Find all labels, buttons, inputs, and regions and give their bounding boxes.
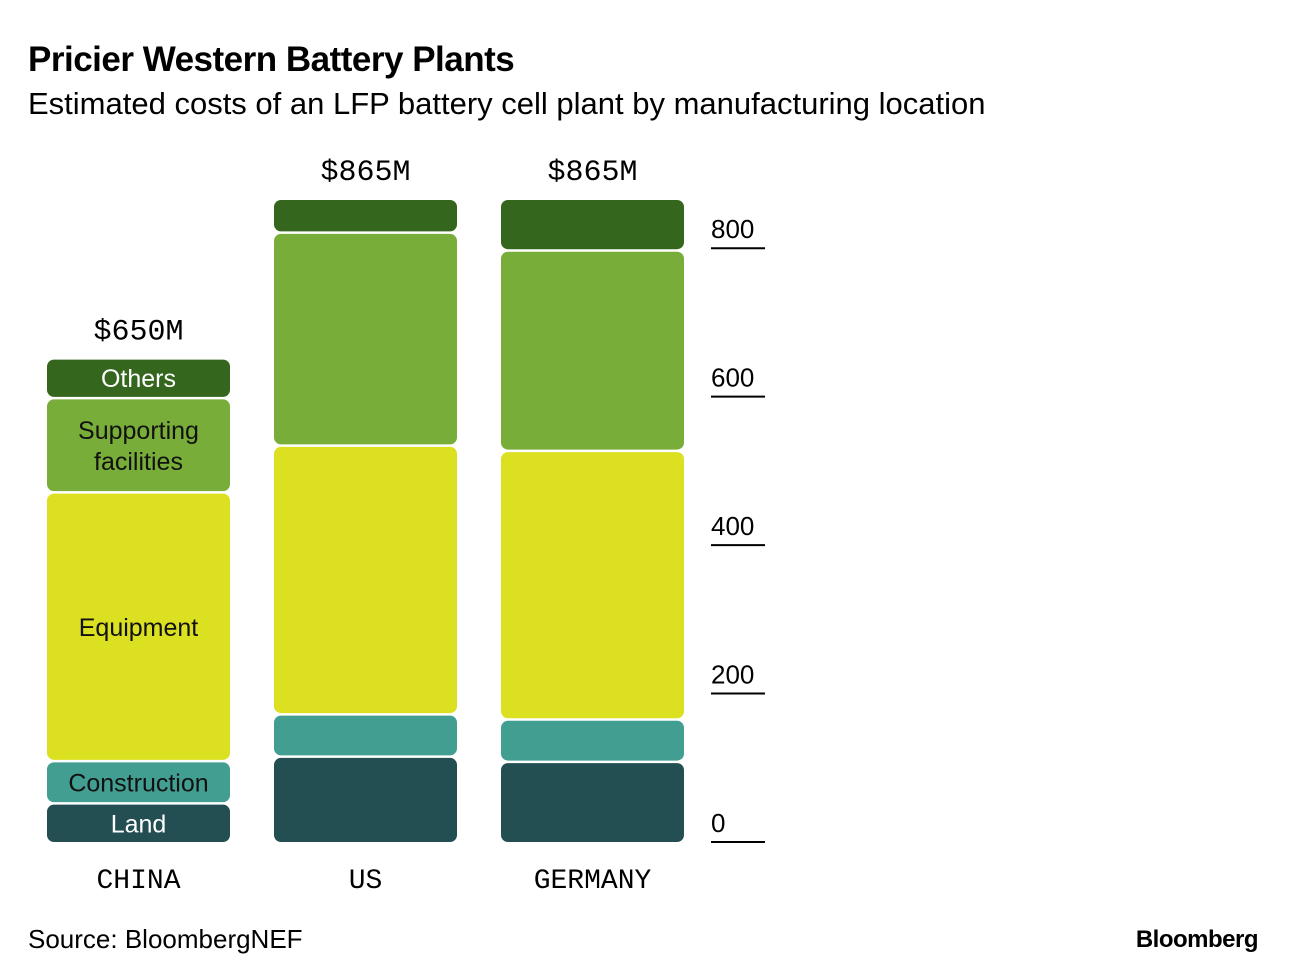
bar-segment-us-land bbox=[274, 757, 457, 842]
segment-label-land: Land bbox=[111, 810, 167, 838]
y-tick-label-200: 200 bbox=[711, 660, 754, 690]
bar-segment-china-equipment bbox=[47, 493, 230, 760]
total-label-us: $865M bbox=[320, 156, 410, 190]
segment-label-others: Others bbox=[101, 365, 176, 393]
total-label-germany: $865M bbox=[547, 156, 637, 190]
y-tick-label-0: 0 bbox=[711, 808, 725, 838]
bar-segment-us-supporting-facilities bbox=[274, 233, 457, 445]
y-tick-label-800: 800 bbox=[711, 214, 754, 244]
bar-segment-us-equipment bbox=[274, 446, 457, 714]
chart-subtitle: Estimated costs of an LFP battery cell p… bbox=[28, 86, 986, 121]
category-label-china: CHINA bbox=[96, 866, 180, 897]
segment-label-equipment: Equipment bbox=[79, 614, 199, 642]
bar-segment-germany-supporting-facilities bbox=[501, 251, 684, 450]
y-tick-label-600: 600 bbox=[711, 363, 754, 393]
bar-segment-germany-others bbox=[501, 200, 684, 250]
y-tick-label-400: 400 bbox=[711, 511, 754, 541]
bar-segment-germany-land bbox=[501, 763, 684, 842]
bar-segment-germany-construction bbox=[501, 720, 684, 761]
category-label-us: US bbox=[349, 866, 383, 897]
bar-segment-germany-equipment bbox=[501, 452, 684, 719]
bloomberg-logo: Bloomberg bbox=[1135, 926, 1259, 953]
total-label-china: $650M bbox=[93, 316, 183, 350]
bar-segment-china-construction bbox=[47, 762, 230, 803]
category-label-germany: GERMANY bbox=[534, 866, 652, 897]
segment-label-construction: Construction bbox=[68, 769, 208, 797]
source-note: Source: BloombergNEF bbox=[28, 924, 303, 954]
chart-title: Pricier Western Battery Plants bbox=[28, 40, 515, 79]
bar-segment-china-others bbox=[47, 359, 230, 397]
bar-segment-us-construction bbox=[274, 715, 457, 756]
segment-label-supporting-facilities: Supporting facilities bbox=[78, 417, 199, 476]
bar-segment-china-land bbox=[47, 804, 230, 842]
bar-segment-us-others bbox=[274, 200, 457, 232]
bar-segment-china-supporting-facilities bbox=[47, 399, 230, 492]
